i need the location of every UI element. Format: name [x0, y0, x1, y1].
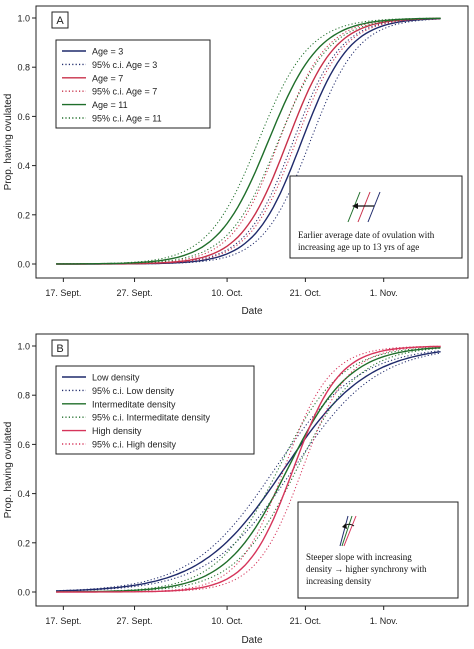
y-tick-label: 1.0 [17, 342, 30, 352]
arrow-line-blue [339, 515, 349, 547]
legend-label: Age = 11 [92, 100, 128, 110]
y-tick-label: 1.0 [17, 14, 30, 24]
x-tick-label: 21. Oct. [290, 288, 322, 298]
ci-lower-line [56, 17, 441, 265]
x-axis-label: Date [241, 635, 263, 646]
y-tick-label: 0.0 [17, 588, 30, 598]
legend-label: Intermeditate density [92, 399, 176, 409]
x-tick-label: 1. Nov. [370, 288, 398, 298]
plot-frame [35, 333, 469, 607]
shift-left-arrow-icon [347, 191, 381, 223]
y-tick-label: 0.4 [17, 161, 30, 171]
arrow-line-green [341, 515, 353, 547]
legend-box [55, 39, 211, 129]
x-tick-label: 10. Oct. [211, 288, 243, 298]
series-line [56, 347, 441, 593]
y-tick-label: 0.6 [17, 112, 30, 122]
ci-upper-line [56, 18, 441, 265]
legend-label: 95% c.i. Low density [92, 386, 175, 396]
arrow-head [342, 523, 347, 529]
arrow-head [352, 203, 358, 209]
ci-upper-line [56, 346, 441, 593]
y-tick-label: 0.2 [17, 210, 30, 220]
ci-lower-line [56, 345, 441, 593]
arrow-line-red [357, 191, 371, 223]
legend-label: 95% c.i. Intermeditate density [92, 413, 211, 423]
x-tick-label: 17. Sept. [45, 288, 81, 298]
rotate-arrow-icon [339, 515, 357, 547]
y-tick-label: 0.4 [17, 489, 30, 499]
ci-upper-line [56, 347, 441, 593]
annotation-text: Earlier average date of ovulation with [298, 230, 435, 240]
panel-b: 0.0 0.2 0.4 0.6 0.8 1.0 17. Sept. 27. Sept. 10. … [3, 333, 469, 646]
panel-label: A [56, 15, 64, 27]
legend-label: Low density [92, 373, 140, 383]
y-tick-label: 0.0 [17, 260, 30, 270]
x-tick-label: 21. Oct. [290, 616, 322, 626]
y-tick-label: 0.8 [17, 63, 30, 73]
annotation-text: density → higher synchrony with [306, 564, 427, 574]
legend-label: Age = 7 [92, 73, 123, 83]
x-tick-label: 17. Sept. [45, 616, 81, 626]
legend-box [55, 365, 255, 455]
legend-label: Age = 3 [92, 47, 123, 57]
annotation-box [289, 175, 463, 259]
arrow-line-blue [367, 191, 381, 223]
series-line [56, 345, 441, 593]
x-tick-label: 27. Sept. [117, 616, 153, 626]
series-line [56, 351, 441, 592]
series-line [56, 17, 441, 265]
legend-label: High density [92, 426, 142, 436]
panel-label: B [56, 343, 63, 355]
ci-lower-line [56, 18, 441, 265]
y-tick-label: 0.8 [17, 391, 30, 401]
panel-a: 0.0 0.2 0.4 0.6 0.8 1.0 17. Sept. 27. Sept. 10. … [3, 5, 469, 317]
x-tick-label: 1. Nov. [370, 616, 398, 626]
legend-label: 95% c.i. High density [92, 440, 177, 450]
annotation-box [297, 501, 459, 599]
annotation-text: increasing age up to 13 yrs of age [298, 242, 419, 252]
x-axis-label: Date [241, 306, 263, 317]
panel-label-box [51, 11, 69, 29]
panel-label-box [51, 339, 69, 357]
legend-label: 95% c.i. Age = 7 [92, 87, 157, 97]
arrow-line-red [343, 515, 357, 547]
annotation-text: increasing density [306, 576, 372, 586]
legend-label: 95% c.i. Age = 11 [92, 114, 162, 124]
x-tick-label: 10. Oct. [211, 616, 243, 626]
x-tick-label: 27. Sept. [117, 288, 153, 298]
y-axis-label: Prop. having ovulated [3, 94, 14, 191]
legend-label: 95% c.i. Age = 3 [92, 60, 157, 70]
plot-frame [35, 5, 469, 279]
y-tick-label: 0.2 [17, 538, 30, 548]
y-tick-label: 0.6 [17, 440, 30, 450]
annotation-text: Steeper slope with increasing [306, 552, 412, 562]
y-axis-label: Prop. having ovulated [3, 422, 14, 519]
